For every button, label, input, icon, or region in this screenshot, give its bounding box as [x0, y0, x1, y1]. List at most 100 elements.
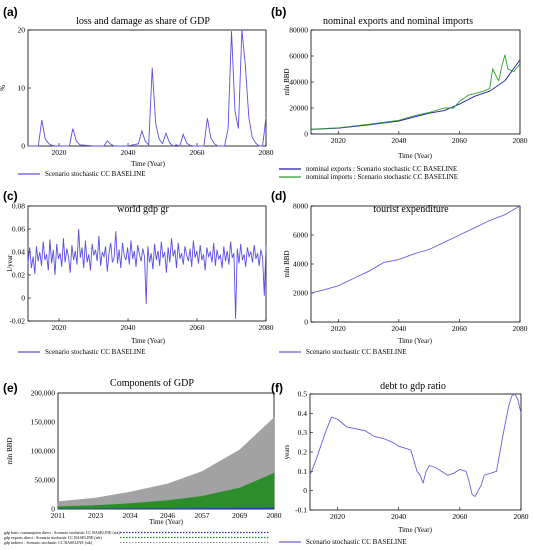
x-tick-label: 2020: [52, 148, 67, 157]
panel-label: (b): [271, 5, 286, 19]
y-tick-label: 8000: [293, 202, 308, 211]
x-tick-label: 2020: [330, 512, 345, 521]
line-series-1: [310, 54, 521, 130]
x-axis-label: Time (Year): [398, 152, 433, 160]
y-tick-label: 6000: [293, 231, 308, 240]
y-tick-label: 80000: [289, 26, 308, 35]
legend-label: gdp basic consumption direct : Scenario …: [4, 530, 121, 535]
y-tick-label: 0: [21, 142, 25, 151]
panel-label: (a): [3, 5, 18, 19]
y-tick-label: 0.08: [12, 202, 25, 211]
legend-label: Scenario stochastic CC BASELINE: [306, 348, 407, 356]
chart-panel-c: (c) world gdp gr -0.02 0 0.02 0.04 0.06 0.08 202…: [3, 189, 274, 356]
x-tick-label: 2080: [259, 148, 274, 157]
y-tick-label: 100,000: [31, 447, 56, 456]
y-tick-label: 0.4: [298, 409, 308, 418]
x-axis-label: Time (Year): [398, 526, 433, 534]
x-tick-label: 2080: [513, 136, 528, 145]
chart-panel-a: (a) loss and damage as share of GDP 0 10 202…: [0, 5, 274, 178]
x-tick-label: 2040: [391, 324, 406, 333]
x-axis-label: Time (Year): [131, 160, 166, 168]
chart-panel-f: (f) debt to gdp ratio -0.1 0 0.1 0.2 0.3 0.4 0.5…: [271, 381, 529, 546]
y-tick-label: -0.1: [295, 506, 307, 515]
y-axis-label: %: [0, 85, 7, 91]
legend-label: Scenario stochastic CC BASELINE: [45, 170, 146, 178]
x-tick-label: 2060: [452, 136, 467, 145]
line-series-0: [27, 228, 267, 319]
legend-label: nominal exports : Scenario stochastic CC…: [306, 165, 457, 173]
legend-label: Scenario stochastic CC BASELINE: [306, 538, 407, 546]
x-tick-label: 2020: [331, 324, 346, 333]
x-tick-label: 2040: [391, 512, 406, 521]
y-tick-label: 60000: [289, 52, 308, 61]
y-tick-label: 0: [21, 294, 25, 303]
y-tick-label: 0.2: [298, 448, 308, 457]
plot-frame: [27, 29, 267, 147]
y-tick-label: 0: [304, 318, 308, 327]
y-tick-label: 0.06: [12, 225, 25, 234]
y-axis-label: mln BBD: [6, 437, 14, 464]
legend-label: Scenario stochastic CC BASELINE: [45, 348, 146, 356]
y-tick-label: 0.5: [298, 390, 308, 399]
x-tick-label: 2060: [452, 512, 467, 521]
chart-title: loss and damage as share of GDP: [76, 16, 210, 27]
y-tick-label: 20000: [289, 104, 308, 113]
x-tick-label: 2060: [190, 323, 205, 332]
y-axis-label: years: [283, 444, 291, 459]
y-tick-label: 40000: [289, 78, 308, 87]
y-tick-label: 0: [51, 505, 55, 514]
plot-frame: [310, 205, 521, 323]
x-tick-label: 2080: [259, 323, 274, 332]
y-tick-label: 4000: [293, 260, 308, 269]
y-tick-label: 2000: [293, 289, 308, 298]
plot-frame: [309, 393, 522, 511]
x-tick-label: 2034: [123, 511, 138, 520]
x-tick-label: 2040: [121, 323, 136, 332]
y-axis-label: mln BBD: [283, 250, 291, 277]
chart-title: debt to gdp ratio: [380, 381, 446, 392]
panel-label: (d): [271, 189, 286, 203]
x-axis-label: Time (Year): [398, 337, 433, 345]
legend-label: nominal imports : Scenario stochastic CC…: [306, 173, 458, 181]
y-axis-label: mln BBD: [283, 68, 291, 95]
y-tick-label: 150,000: [31, 418, 56, 427]
line-series-0: [28, 29, 267, 147]
line-series-0: [310, 205, 521, 294]
chart-title: world gdp gr: [117, 204, 169, 215]
chart-panel-b: (b) nominal exports and nominal imports 0 2…: [271, 5, 528, 181]
y-tick-label: 0.1: [298, 467, 308, 476]
x-tick-label: 2040: [391, 136, 406, 145]
x-tick-label: 2060: [452, 324, 467, 333]
y-tick-label: 0.3: [298, 428, 308, 437]
line-series-0: [309, 393, 522, 498]
chart-title: Components of GDP: [110, 378, 194, 389]
chart-panel-d: (d) tourist expenditure 0 2000 4000 6000 8000 2…: [271, 189, 528, 356]
x-axis-label: Time (Year): [131, 337, 166, 345]
chart-title: tourist expenditure: [373, 204, 449, 215]
legend-label: gdp exports direct : Scenario stochastic…: [4, 535, 102, 540]
panel-label: (f): [271, 381, 283, 395]
area-series-2: [57, 417, 275, 507]
y-tick-label: 200,000: [31, 389, 56, 398]
x-tick-label: 2023: [88, 511, 103, 520]
x-tick-label: 2080: [513, 324, 528, 333]
y-tick-label: 0.02: [12, 271, 25, 280]
panel-label: (c): [3, 189, 18, 203]
y-tick-label: 0: [304, 130, 308, 139]
legend-label: gdp indirect : Scenario stochastic CC BA…: [4, 540, 93, 545]
x-axis-label: Time (Year): [149, 518, 184, 526]
plot-frame: [310, 29, 521, 135]
x-tick-label: 2040: [121, 148, 136, 157]
y-tick-label: 0: [303, 486, 307, 495]
x-tick-label: 2060: [190, 148, 205, 157]
y-tick-label: 0.04: [12, 248, 25, 257]
x-tick-label: 2020: [52, 323, 67, 332]
y-tick-label: 10: [18, 84, 26, 93]
y-tick-label: -0.02: [9, 317, 25, 326]
x-tick-label: 2080: [514, 512, 529, 521]
chart-title: nominal exports and nominal imports: [323, 16, 473, 27]
y-tick-label: 50,000: [34, 476, 55, 485]
x-tick-label: 2057: [195, 511, 210, 520]
panel-label: (e): [3, 381, 18, 395]
